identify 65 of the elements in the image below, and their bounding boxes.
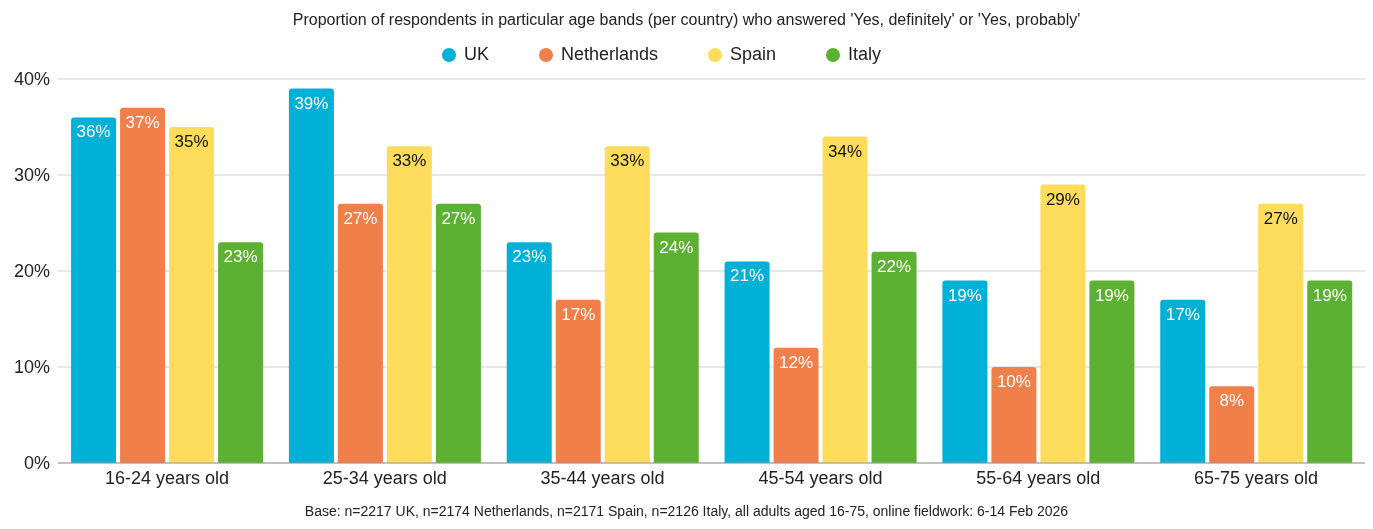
- legend-label: Netherlands: [560, 44, 658, 64]
- bar: [1040, 184, 1086, 463]
- bar: [1160, 299, 1206, 463]
- data-label: 34%: [828, 141, 863, 161]
- text: Base: n=2217 UK, n=2174 Netherlands, n=2171 Spain, n=2126 Italy, all adults aged 16-75, online fieldwork: 6-14 Feb 2026: [303, 503, 1070, 519]
- legend-label: Spain: [730, 44, 777, 64]
- bar: [773, 347, 819, 463]
- bar: [991, 367, 1037, 463]
- data-label: 36%: [76, 122, 111, 142]
- bar: [120, 107, 166, 463]
- data-label: 10%: [996, 372, 1031, 391]
- y-tick-label: 30%: [13, 165, 50, 186]
- bar: [288, 88, 334, 463]
- data-label: 19%: [1094, 285, 1129, 305]
- x-tick-label: 55-64 years old: [976, 467, 1101, 488]
- x-tick-label: 45-54 years old: [758, 467, 883, 488]
- bar: [724, 261, 770, 463]
- x-tick-label: 16-24 years old: [104, 467, 229, 488]
- y-tick-label: 0%: [23, 453, 50, 474]
- bar: [337, 203, 383, 463]
- data-label: 33%: [392, 151, 427, 171]
- data-label: 23%: [512, 247, 547, 267]
- bar: [871, 251, 917, 463]
- bar: [555, 299, 601, 463]
- legend-label: UK: [463, 44, 489, 64]
- data-label: 37%: [125, 112, 160, 132]
- data-label: 29%: [1045, 189, 1080, 209]
- data-label: 21%: [730, 266, 765, 286]
- data-label: 19%: [1312, 285, 1347, 305]
- data-label: 8%: [1219, 391, 1245, 411]
- chart-title: Proportion of respondents in particular age bands (per country) who answered 'Yes, definitely' or 'Yes, probably': [291, 10, 1082, 30]
- bar: [435, 203, 481, 463]
- bar: [386, 146, 432, 463]
- data-label: 27%: [1263, 208, 1298, 228]
- bar: [604, 146, 650, 463]
- bar: [1209, 386, 1255, 463]
- legend-label: Italy: [848, 44, 882, 64]
- data-label: 19%: [947, 285, 982, 305]
- y-tick-label: 40%: [13, 69, 50, 90]
- bar: [822, 136, 868, 463]
- bar: [1089, 280, 1135, 463]
- x-tick-label: 35-44 years old: [540, 467, 665, 488]
- bar: [169, 127, 215, 463]
- bar: [218, 242, 264, 463]
- data-label: 39%: [294, 93, 329, 113]
- data-label: 33%: [610, 151, 645, 171]
- bar: [1258, 203, 1304, 463]
- x-tick-label: 65-75 years old: [1194, 467, 1319, 488]
- data-label: 27%: [441, 208, 476, 228]
- bar: [71, 117, 117, 463]
- data-label: 17%: [1165, 304, 1200, 324]
- data-label: 23%: [223, 247, 258, 267]
- bar: [653, 232, 699, 463]
- x-tick-label: 25-34 years old: [322, 467, 447, 488]
- data-label: 24%: [659, 237, 694, 257]
- data-label: 12%: [779, 352, 814, 372]
- data-label: 22%: [877, 256, 912, 276]
- y-tick-label: 10%: [13, 357, 50, 378]
- bar: [1307, 280, 1353, 463]
- y-tick-label: 20%: [13, 261, 50, 282]
- bar: [942, 280, 988, 463]
- bar: [506, 242, 552, 463]
- data-label: 35%: [174, 132, 209, 151]
- data-label: 17%: [561, 304, 596, 324]
- data-label: 27%: [343, 208, 378, 228]
